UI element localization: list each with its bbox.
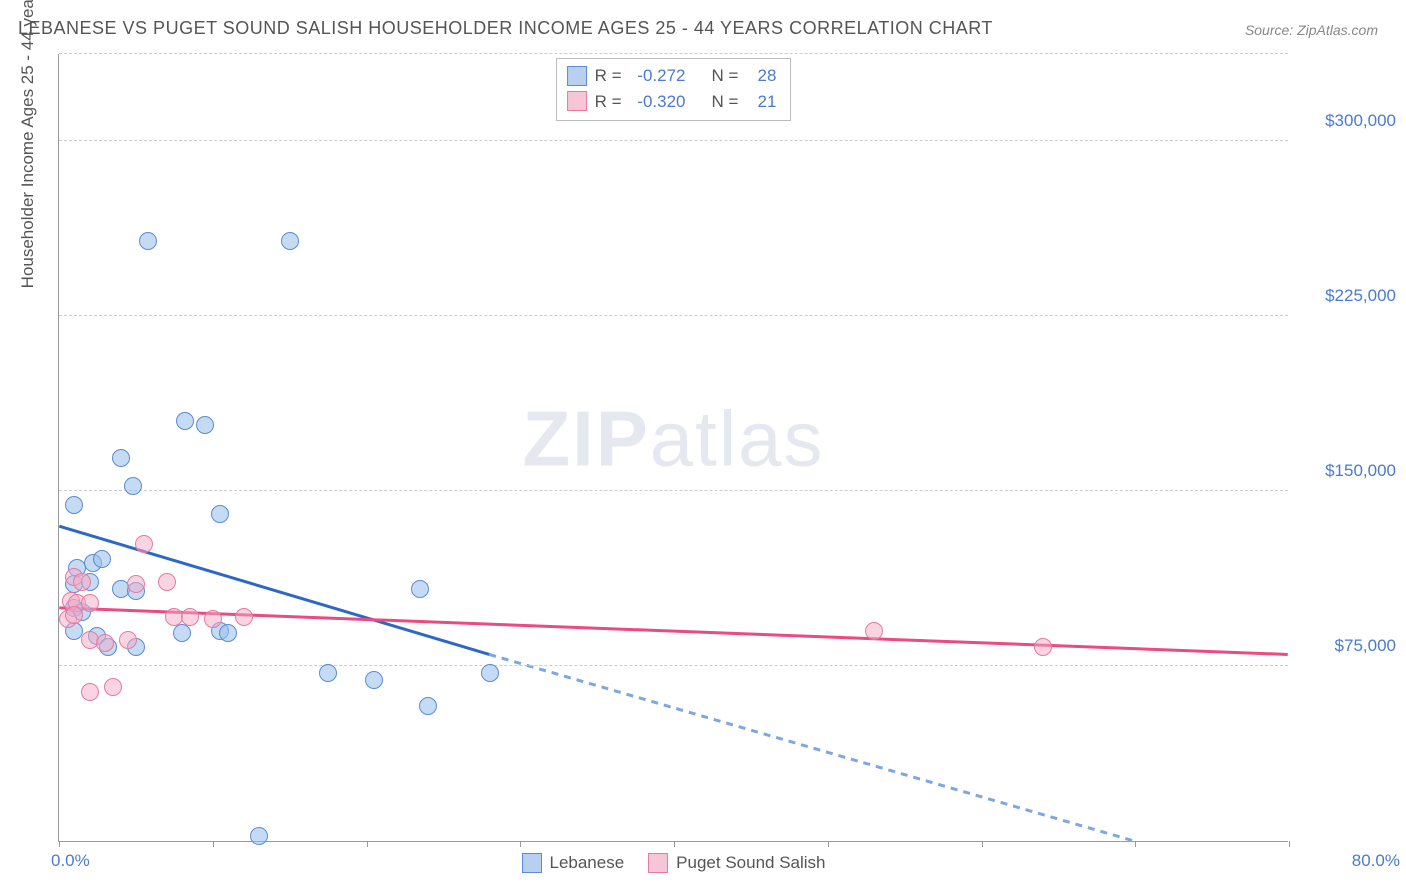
data-point	[211, 505, 229, 523]
data-point	[73, 573, 91, 591]
x-axis-max-label: 80.0%	[1352, 851, 1400, 871]
data-point	[124, 477, 142, 495]
stats-row: R = -0.320 N = 21	[567, 89, 777, 115]
legend-label: Puget Sound Salish	[676, 853, 825, 873]
data-point	[96, 634, 114, 652]
legend-label: Lebanese	[549, 853, 624, 873]
data-point	[319, 664, 337, 682]
data-point	[127, 575, 145, 593]
legend-swatch	[567, 91, 587, 111]
data-point	[65, 606, 83, 624]
y-axis-title: Householder Income Ages 25 - 44 years	[18, 0, 38, 288]
n-value: 28	[746, 63, 776, 89]
gridline	[59, 665, 1288, 666]
x-axis-min-label: 0.0%	[51, 851, 90, 871]
data-point	[1034, 638, 1052, 656]
stats-row: R = -0.272 N = 28	[567, 63, 777, 89]
x-tick	[213, 841, 214, 847]
x-tick	[59, 841, 60, 847]
data-point	[135, 535, 153, 553]
x-tick	[674, 841, 675, 847]
data-point	[196, 416, 214, 434]
data-point	[204, 610, 222, 628]
y-tick-label: $75,000	[1296, 636, 1396, 656]
data-point	[219, 624, 237, 642]
legend-swatch	[648, 853, 668, 873]
gridline	[59, 140, 1288, 141]
x-tick	[982, 841, 983, 847]
data-point	[65, 496, 83, 514]
plot-area: ZIPatlas R =-0.272N =28R =-0.320N =21 Le…	[58, 54, 1288, 842]
data-point	[250, 827, 268, 845]
gridline	[59, 490, 1288, 491]
data-point	[481, 664, 499, 682]
watermark-bold: ZIP	[522, 394, 649, 482]
y-tick-label: $300,000	[1296, 111, 1396, 131]
n-value: 21	[746, 89, 776, 115]
data-point	[81, 594, 99, 612]
legend-swatch	[567, 66, 587, 86]
y-tick-label: $150,000	[1296, 461, 1396, 481]
gridline	[59, 53, 1288, 54]
bottom-legend: Lebanese Puget Sound Salish	[521, 853, 825, 873]
legend-swatch	[521, 853, 541, 873]
gridline	[59, 315, 1288, 316]
source-label: Source: ZipAtlas.com	[1245, 22, 1378, 38]
trend-lines-layer	[59, 54, 1288, 841]
y-tick-label: $225,000	[1296, 286, 1396, 306]
data-point	[419, 697, 437, 715]
n-label: N =	[712, 89, 739, 115]
data-point	[865, 622, 883, 640]
n-label: N =	[712, 63, 739, 89]
watermark-light: atlas	[650, 394, 825, 482]
x-tick	[828, 841, 829, 847]
x-tick	[1289, 841, 1290, 847]
data-point	[93, 550, 111, 568]
data-point	[139, 232, 157, 250]
data-point	[411, 580, 429, 598]
data-point	[158, 573, 176, 591]
r-label: R =	[595, 89, 622, 115]
data-point	[81, 683, 99, 701]
r-label: R =	[595, 63, 622, 89]
x-tick	[1135, 841, 1136, 847]
x-tick	[367, 841, 368, 847]
r-value: -0.272	[630, 63, 686, 89]
watermark: ZIPatlas	[522, 393, 824, 484]
data-point	[365, 671, 383, 689]
x-tick	[520, 841, 521, 847]
data-point	[176, 412, 194, 430]
data-point	[104, 678, 122, 696]
data-point	[181, 608, 199, 626]
data-point	[281, 232, 299, 250]
legend-item: Lebanese	[521, 853, 624, 873]
legend-item: Puget Sound Salish	[648, 853, 825, 873]
data-point	[119, 631, 137, 649]
data-point	[173, 624, 191, 642]
trend-line	[489, 654, 1134, 841]
chart-title: LEBANESE VS PUGET SOUND SALISH HOUSEHOLD…	[18, 18, 993, 39]
data-point	[235, 608, 253, 626]
data-point	[112, 449, 130, 467]
stats-box: R = -0.272 N = 28 R = -0.320 N = 21	[556, 58, 792, 121]
r-value: -0.320	[630, 89, 686, 115]
